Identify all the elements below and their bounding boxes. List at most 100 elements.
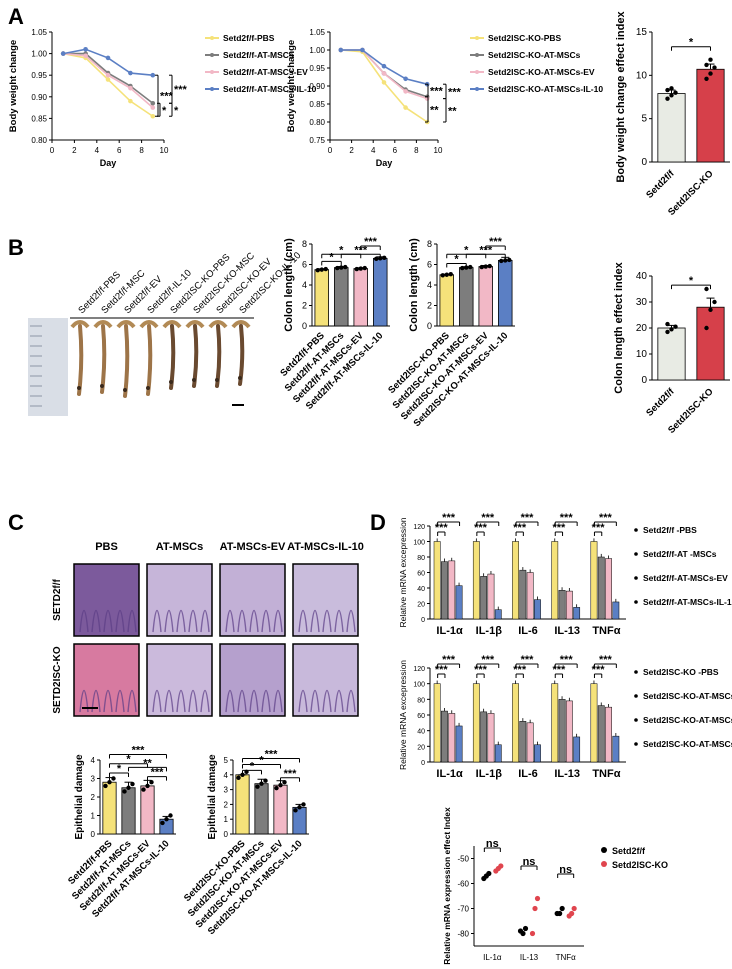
sig-bracket: ** xyxy=(443,98,457,123)
y-axis-label: Body weight change effect index xyxy=(615,11,627,183)
bar xyxy=(605,706,612,763)
panel-letter-a: A xyxy=(8,4,24,29)
sig-label: *** xyxy=(560,654,574,666)
data-point xyxy=(669,93,674,98)
sig-label: *** xyxy=(552,664,566,676)
bar xyxy=(558,699,566,763)
sig-label: *** xyxy=(592,664,606,676)
y-tick-label: -60 xyxy=(457,880,469,889)
y-tick-label: 0.85 xyxy=(31,114,47,123)
colon xyxy=(215,324,222,388)
bar xyxy=(534,599,541,620)
sig-bracket: *** xyxy=(109,744,167,759)
crypt xyxy=(225,609,235,633)
data-point xyxy=(164,817,169,822)
sig-bracket: *** xyxy=(552,664,566,678)
bar xyxy=(612,735,620,763)
sig-label: * xyxy=(464,244,469,256)
y-tick-label: 0.95 xyxy=(31,71,47,80)
data-point xyxy=(381,63,387,69)
data-point xyxy=(358,266,363,271)
sig-label: * xyxy=(117,763,122,775)
cecum xyxy=(70,320,90,329)
data-point xyxy=(293,808,298,813)
sig-label: *** xyxy=(481,512,495,524)
crypt xyxy=(310,609,320,633)
sig-label: *** xyxy=(160,91,174,103)
data-point xyxy=(150,113,156,119)
data-point xyxy=(708,307,713,312)
y-tick-label: -80 xyxy=(457,930,469,939)
x-axis-label: Day xyxy=(100,158,117,168)
data-point xyxy=(507,257,512,263)
feces xyxy=(238,376,242,380)
bar xyxy=(605,558,612,620)
data-point xyxy=(522,925,529,932)
sig-label: * xyxy=(689,275,694,287)
histology-image xyxy=(73,563,140,637)
y-tick-label: 4 xyxy=(427,280,432,290)
sig-label: *** xyxy=(151,767,165,779)
category-label: TNFα xyxy=(592,625,620,637)
y-tick-label: 0 xyxy=(427,321,432,331)
sig-label: *** xyxy=(435,664,449,676)
crypt xyxy=(261,689,271,713)
data-point xyxy=(255,784,260,789)
bar xyxy=(551,541,559,620)
data-point xyxy=(374,256,379,262)
cecum xyxy=(162,320,182,329)
x-tick-label: 10 xyxy=(160,146,169,155)
data-point xyxy=(557,910,563,917)
colon xyxy=(169,324,176,390)
sig-bracket: *** xyxy=(465,244,506,259)
sig-label: * xyxy=(126,754,131,766)
y-tick-label: 2 xyxy=(91,793,96,802)
y-axis-label: Body weight change xyxy=(286,40,297,132)
y-tick-label: 3 xyxy=(224,786,229,795)
crypt xyxy=(103,609,113,633)
legend-marker xyxy=(601,847,607,853)
data-point xyxy=(704,325,709,331)
panel-letter-b: B xyxy=(8,235,24,260)
sig-label: ** xyxy=(430,104,439,116)
sig-label: ** xyxy=(143,757,152,769)
crypt xyxy=(127,609,137,633)
y-axis-label: Colon length effect index xyxy=(613,261,625,393)
category-label: IL-13 xyxy=(554,625,580,637)
sig-label: * xyxy=(689,37,694,49)
sig-label: *** xyxy=(474,522,488,534)
data-point xyxy=(141,787,146,792)
data-point xyxy=(486,870,492,877)
data-point xyxy=(673,90,678,95)
sig-bracket: *** xyxy=(554,654,578,668)
data-point xyxy=(571,905,577,912)
sig-label: *** xyxy=(442,512,456,524)
sig-label: ** xyxy=(448,105,457,117)
x-tick-label: 8 xyxy=(414,146,419,155)
bar xyxy=(590,541,598,620)
sig-label: * xyxy=(259,754,264,766)
legend-marker xyxy=(634,694,638,698)
bar xyxy=(455,585,463,620)
y-axis-label: Relative mRNA excepression xyxy=(398,660,408,770)
feces xyxy=(192,378,196,382)
legend-label: Setd2ISC-KO-AT-MSCs-EV xyxy=(488,67,595,77)
histology-image xyxy=(292,643,359,717)
cecum xyxy=(116,320,136,329)
data-point xyxy=(105,72,111,78)
legend-label: Setd2ISC-KO -PBS xyxy=(643,667,719,677)
colon-photo xyxy=(28,318,256,416)
y-tick-label: 60 xyxy=(417,713,425,720)
data-point xyxy=(103,783,108,789)
category-label: IL-1α xyxy=(436,625,463,637)
sig-bracket: *** xyxy=(437,654,461,668)
crypt xyxy=(298,609,308,633)
data-point xyxy=(105,55,111,61)
sig-label: *** xyxy=(430,86,444,98)
data-point xyxy=(444,272,449,277)
sig-bracket: *** xyxy=(437,512,461,526)
data-point xyxy=(83,46,88,52)
crypt xyxy=(322,689,332,713)
bar xyxy=(448,713,456,763)
crypt xyxy=(79,689,89,713)
